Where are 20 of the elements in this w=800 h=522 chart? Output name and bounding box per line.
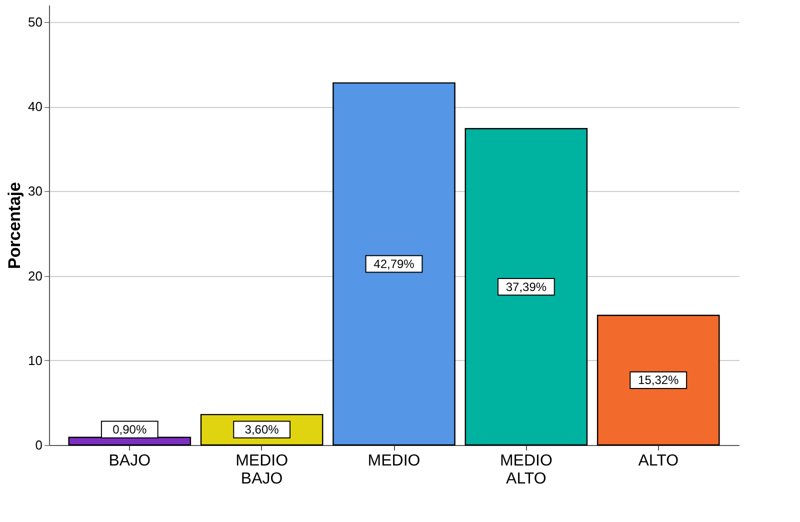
x-tick-label: MEDIO ALTO (500, 452, 552, 488)
bar (596, 314, 720, 446)
y-axis-title: Porcentaje (5, 182, 24, 269)
x-tick-label: MEDIO BAJO (236, 452, 288, 488)
data-label: 3,60% (244, 422, 280, 437)
y-tick-label: 0 (35, 438, 42, 452)
data-label: 0,90% (112, 422, 147, 437)
x-tick-label: MEDIO (368, 452, 420, 470)
bar (464, 128, 588, 446)
data-label: 37,39% (506, 280, 547, 294)
bar (332, 82, 456, 446)
y-tick-label: 20 (28, 268, 42, 284)
y-tick-label: 10 (28, 352, 42, 368)
y-tick-label: 30 (28, 184, 42, 199)
y-tick-label: 50 (28, 14, 42, 30)
y-tick-label: 40 (28, 99, 42, 114)
data-label: 15,32% (638, 373, 680, 388)
x-tick-label: BAJO (108, 452, 151, 470)
x-tick-label: ALTO (638, 452, 679, 470)
data-label: 42,79% (374, 256, 415, 271)
